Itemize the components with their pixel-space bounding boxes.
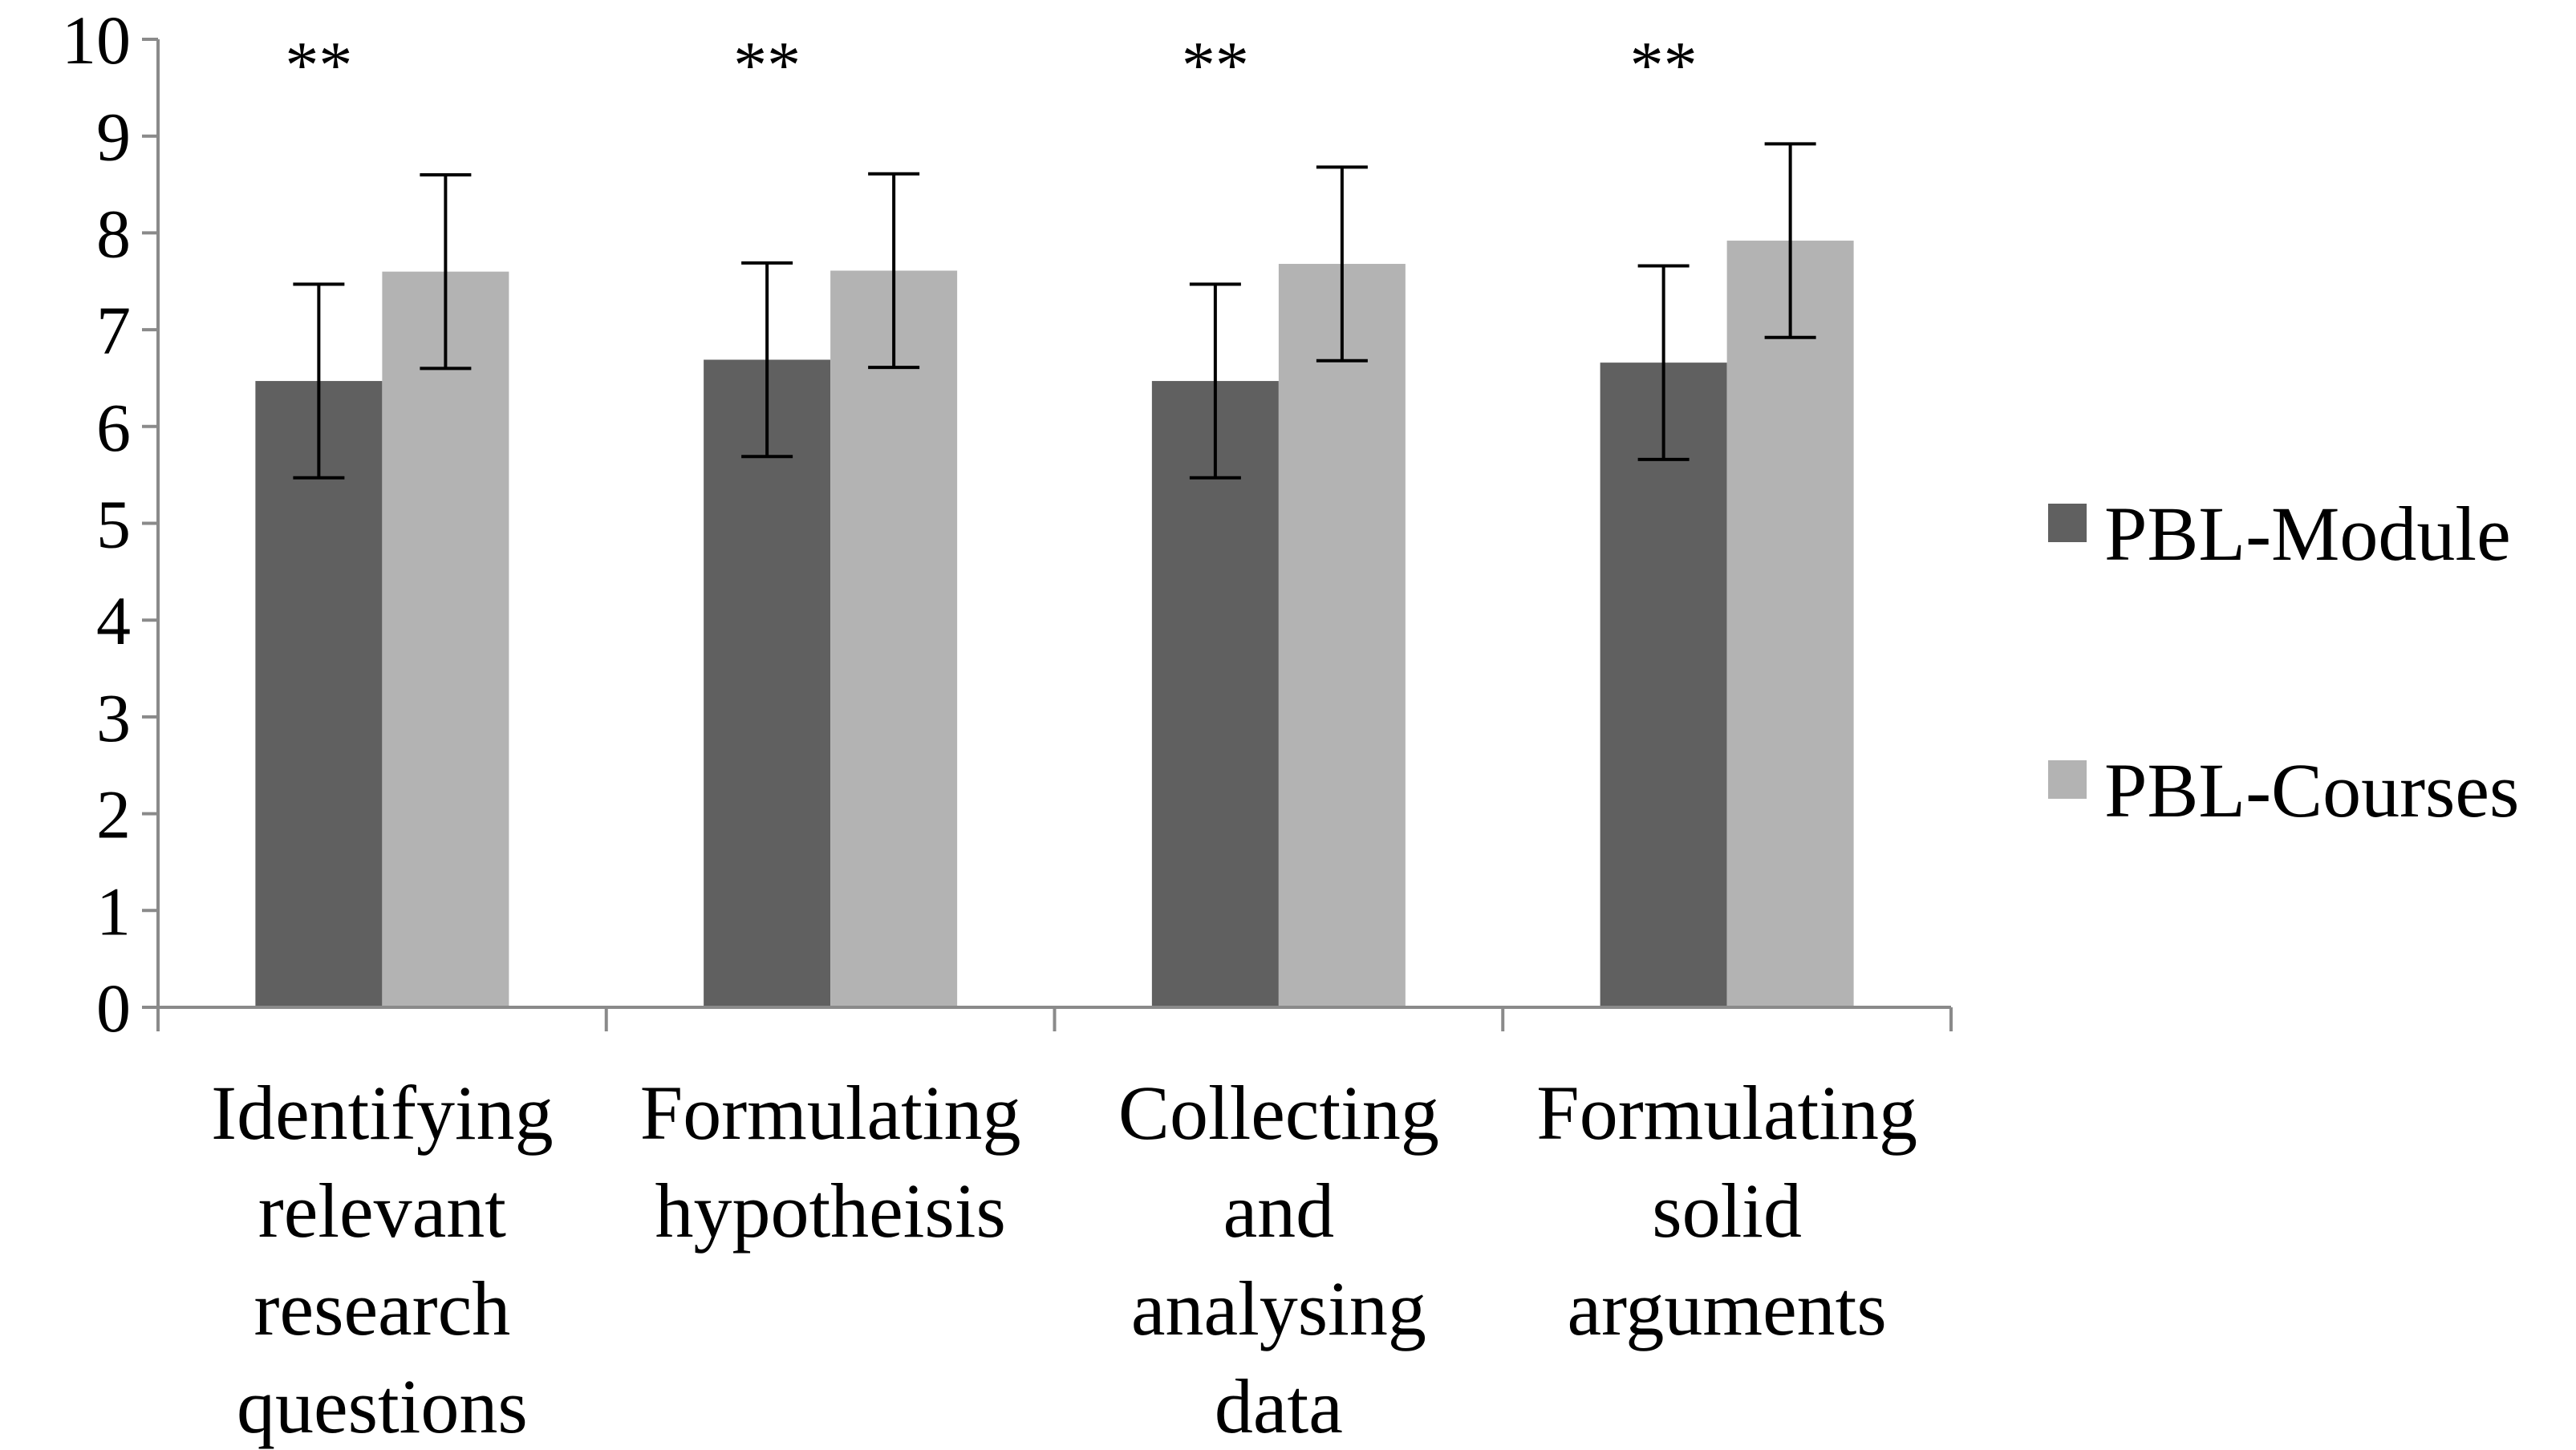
x-tick-label-1: Identifying relevant research questions bbox=[211, 1070, 554, 1449]
y-tick-label-0: 0 bbox=[96, 970, 131, 1047]
x-tick-label-line: and bbox=[1223, 1168, 1335, 1254]
y-tick-label-9: 9 bbox=[96, 99, 131, 176]
y-tick-label-1: 1 bbox=[96, 873, 131, 950]
x-tick-label-2: Formulating hypotheisis bbox=[640, 1070, 1021, 1254]
y-tick-label-2: 2 bbox=[96, 776, 131, 853]
x-tick-label-line: research bbox=[254, 1266, 511, 1351]
error-bar-pbl-module-1 bbox=[293, 282, 345, 480]
significance-marker-3: ** bbox=[1182, 28, 1249, 103]
bar-pbl-courses-4 bbox=[1726, 241, 1854, 1007]
x-tick-label-line: relevant bbox=[258, 1168, 506, 1254]
x-tick-label-line: Formulating bbox=[1536, 1070, 1917, 1156]
error-bar-pbl-module-3 bbox=[1189, 282, 1241, 480]
bar-pbl-module-3 bbox=[1151, 381, 1279, 1007]
error-bar-pbl-courses-3 bbox=[1316, 165, 1368, 362]
x-tick-label-line: analysing bbox=[1131, 1266, 1426, 1351]
bars-layer bbox=[255, 241, 1854, 1008]
x-tick-label-line: data bbox=[1215, 1363, 1343, 1449]
x-tick-label-line: solid bbox=[1652, 1168, 1802, 1254]
x-tick-label-line: Formulating bbox=[640, 1070, 1021, 1156]
y-tick-label-10: 10 bbox=[62, 2, 131, 79]
bar-pbl-courses-2 bbox=[830, 270, 958, 1007]
legend-swatch bbox=[2048, 760, 2087, 799]
significance-marker-4: ** bbox=[1630, 28, 1698, 103]
error-bar-pbl-module-4 bbox=[1637, 264, 1690, 461]
y-tick-label-5: 5 bbox=[96, 486, 131, 563]
bar-pbl-module-2 bbox=[704, 359, 831, 1008]
x-tick-label-3: Collecting and analysing data bbox=[1118, 1070, 1439, 1449]
x-tick-label-line: Collecting bbox=[1118, 1070, 1439, 1156]
error-bar-pbl-courses-4 bbox=[1764, 142, 1816, 339]
error-bars-layer bbox=[293, 142, 1816, 480]
error-bar-pbl-courses-2 bbox=[868, 172, 920, 370]
legend-swatch bbox=[2048, 504, 2087, 542]
bar-pbl-courses-3 bbox=[1278, 264, 1406, 1007]
x-tick-label-4: Formulating solid arguments bbox=[1536, 1070, 1917, 1351]
legend-item-pbl-courses: PBL-Courses bbox=[2048, 747, 2519, 833]
y-tick-label-3: 3 bbox=[96, 679, 131, 756]
bar-pbl-courses-1 bbox=[382, 271, 509, 1007]
x-tick-label-line: hypotheisis bbox=[655, 1168, 1005, 1254]
x-tick-label-line: Identifying bbox=[211, 1070, 554, 1156]
legend-item-pbl-module: PBL-Module bbox=[2048, 491, 2511, 577]
significance-marker-1: ** bbox=[285, 28, 352, 103]
error-bar-pbl-courses-1 bbox=[420, 172, 472, 371]
y-tick-label-8: 8 bbox=[96, 195, 131, 272]
labels-layer: ** Identifying relevant research questions **… bbox=[62, 2, 1917, 1449]
y-tick-label-7: 7 bbox=[96, 292, 131, 369]
error-bar-pbl-module-2 bbox=[741, 261, 793, 459]
y-tick-label-4: 4 bbox=[96, 582, 131, 659]
legend: PBL-Module PBL-Courses bbox=[2048, 491, 2519, 833]
bar-pbl-module-4 bbox=[1600, 362, 1727, 1007]
axes-layer bbox=[142, 38, 1953, 1031]
legend-label: PBL-Courses bbox=[2104, 747, 2519, 833]
y-tick-label-6: 6 bbox=[96, 389, 131, 466]
x-tick-label-line: arguments bbox=[1568, 1266, 1887, 1351]
legend-label: PBL-Module bbox=[2104, 491, 2511, 577]
bar-pbl-module-1 bbox=[255, 381, 383, 1007]
x-tick-label-line: questions bbox=[237, 1363, 528, 1449]
significance-marker-2: ** bbox=[733, 28, 801, 103]
